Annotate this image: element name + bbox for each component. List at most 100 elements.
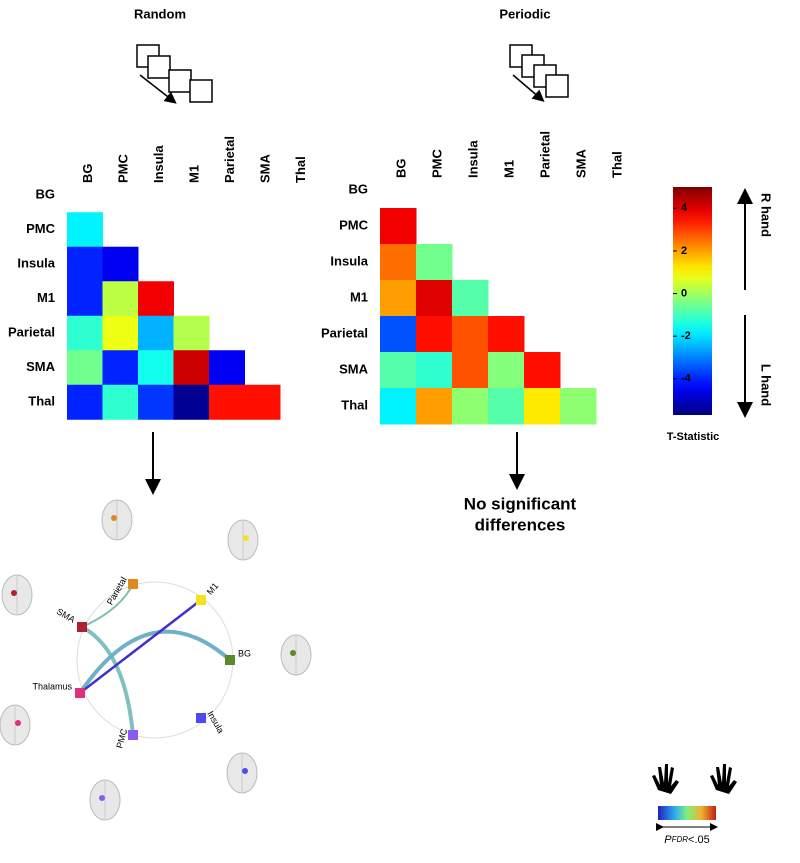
- heatmap-cell: [67, 384, 103, 420]
- brain-node: [242, 768, 248, 774]
- heatmap-cell: [102, 281, 139, 317]
- heatmap-cell: [488, 316, 525, 353]
- significance-label: PFDR<.05: [664, 834, 710, 846]
- column-label: PMC: [116, 154, 131, 184]
- column-label: M1: [501, 160, 516, 178]
- column-label: Parietal: [537, 131, 552, 178]
- row-label: PMC: [339, 217, 369, 232]
- heatmap-cell: [416, 352, 453, 389]
- column-label: BG: [80, 164, 95, 184]
- column-label: Insula: [465, 140, 480, 178]
- heatmap-cell: [67, 350, 103, 386]
- row-label: M1: [350, 289, 368, 304]
- colorbar-tick-label: 0: [681, 287, 687, 299]
- heatmap-cell: [138, 281, 174, 317]
- row-label: Parietal: [8, 324, 55, 339]
- p-subscript: FDR: [672, 835, 689, 844]
- hand-icons: [652, 764, 737, 794]
- row-label: Insula: [17, 255, 55, 270]
- connectome-node: [77, 622, 87, 632]
- significance-bar: [658, 806, 716, 820]
- heatmap-cell: [524, 352, 561, 389]
- node-label: BG: [238, 648, 251, 658]
- heatmap-cell: [138, 350, 174, 386]
- connectome-edges: [78, 583, 232, 736]
- node-label: Parietal: [105, 575, 129, 606]
- colorbar: [673, 187, 712, 415]
- heatmap-cell: [244, 384, 281, 420]
- heatmap-cell: [452, 316, 489, 353]
- heatmap-cell: [380, 352, 417, 389]
- node-label: PMC: [114, 727, 129, 749]
- result-text: differences: [475, 515, 566, 534]
- heatmap-cell: [380, 388, 417, 425]
- connectome-node: [128, 730, 138, 740]
- row-label: SMA: [339, 361, 369, 376]
- colorbar-tick-label: 2: [681, 245, 687, 257]
- row-label: PMC: [26, 221, 56, 236]
- heatmap-cell: [138, 315, 174, 351]
- column-label: M1: [187, 165, 202, 183]
- column-label: Thal: [293, 156, 308, 183]
- brain-node: [15, 720, 21, 726]
- chart-title: Random: [134, 6, 186, 21]
- row-label: SMA: [26, 359, 56, 374]
- heatmap-cell: [380, 316, 417, 353]
- heatmap-cell: [209, 384, 245, 420]
- heatmap-cell: [452, 280, 489, 317]
- node-label: M1: [205, 581, 221, 597]
- connectome-node: [196, 595, 206, 605]
- brain-node: [243, 535, 249, 541]
- heatmap-cell: [67, 246, 103, 282]
- column-label: Thal: [609, 151, 624, 178]
- connectome-node: [225, 655, 235, 665]
- colorbar-lower-label: L hand: [759, 364, 774, 406]
- brain-node: [290, 650, 296, 656]
- row-label: M1: [37, 290, 55, 305]
- column-label: PMC: [429, 149, 444, 179]
- heatmap-cell: [488, 352, 525, 389]
- heatmap-cell: [488, 388, 525, 425]
- heatmap-cell: [173, 315, 210, 351]
- heatmap-cell: [560, 388, 597, 425]
- colorbar-tick-label: -4: [681, 373, 692, 385]
- heatmap-cell: [67, 315, 103, 351]
- heatmap-cell: [416, 388, 453, 425]
- brain-node: [99, 795, 105, 801]
- node-label: SMA: [55, 606, 77, 624]
- heatmap-cell: [102, 315, 139, 351]
- row-label: BG: [36, 186, 56, 201]
- colorbar-tick-label: -2: [681, 330, 691, 342]
- heatmap-cell: [380, 280, 417, 317]
- row-label: Parietal: [321, 325, 368, 340]
- column-label: SMA: [258, 154, 273, 184]
- colorbar-tick-label: 4: [681, 202, 688, 214]
- heatmap-cell: [380, 244, 417, 281]
- heatmap-cell: [173, 384, 210, 420]
- heatmap-cell: [380, 208, 417, 245]
- brain-node: [11, 590, 17, 596]
- heatmap-cell: [173, 350, 210, 386]
- column-label: BG: [393, 159, 408, 179]
- heatmap-cell: [67, 212, 103, 248]
- heatmap-cell: [416, 244, 453, 281]
- chart-title: Periodic: [499, 6, 550, 21]
- row-label: Insula: [330, 253, 368, 268]
- colorbar-upper-label: R hand: [759, 193, 774, 237]
- heatmap-cell: [102, 350, 139, 386]
- stimulus-icon: [509, 44, 569, 102]
- heatmap-cell: [416, 316, 453, 353]
- heatmap-cell: [102, 384, 139, 420]
- row-label: Thal: [28, 393, 55, 408]
- row-label: BG: [349, 181, 369, 196]
- node-label: Thalamus: [32, 681, 72, 691]
- node-label: Insula: [205, 709, 226, 735]
- heatmap-cell: [524, 388, 561, 425]
- heatmap-cell: [209, 350, 245, 386]
- heatmap-cell: [452, 388, 489, 425]
- connectome-node: [196, 713, 206, 723]
- column-label: Insula: [151, 145, 166, 183]
- p-symbol: P: [664, 834, 672, 846]
- colorbar-label: T-Statistic: [667, 431, 720, 443]
